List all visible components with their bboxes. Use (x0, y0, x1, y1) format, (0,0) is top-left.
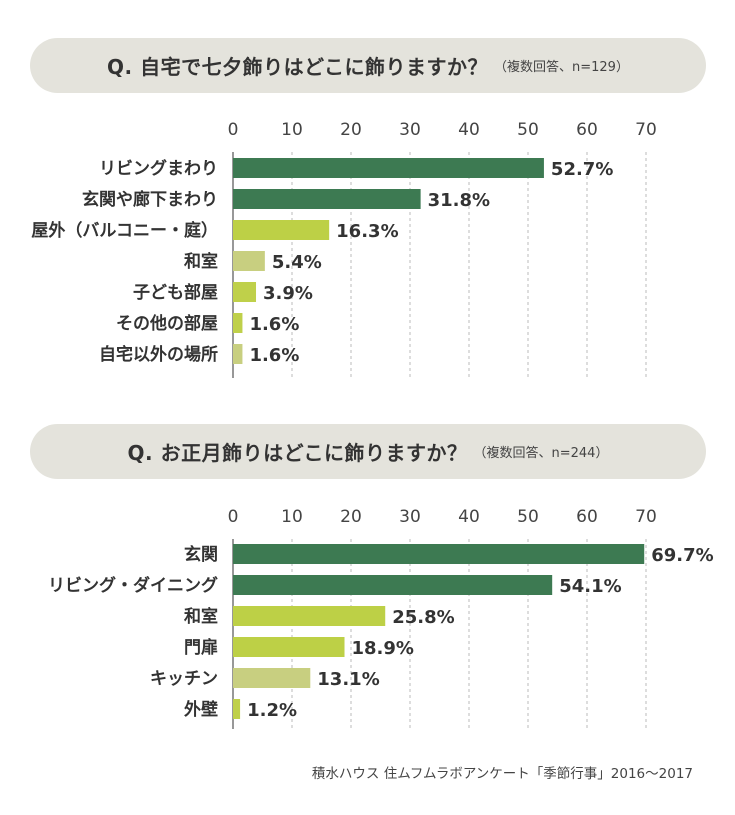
chart2-category-label: 玄関 (184, 544, 218, 565)
chart1-category-label: 自宅以外の場所 (99, 344, 218, 365)
chart2-bar (233, 606, 386, 626)
chart1-xtick-label: 20 (340, 120, 362, 140)
chart2-value-label: 18.9% (352, 638, 414, 659)
chart1-category-label: リビングまわり (99, 158, 218, 179)
chart2-bar (233, 699, 241, 719)
chart2-xtick-label: 70 (635, 507, 657, 527)
chart1-category-label: 屋外（バルコニー・庭） (31, 220, 218, 241)
chart1-value-label: 52.7% (551, 159, 613, 180)
chart2-category-label: 外壁 (184, 699, 218, 720)
chart1-bar (233, 344, 243, 364)
chart1-category-label: その他の部屋 (116, 313, 218, 334)
chart2-value-label: 13.1% (317, 669, 379, 690)
chart1-bar (233, 251, 265, 271)
chart1-value-label: 31.8% (428, 190, 490, 211)
chart2-xtick-label: 10 (281, 507, 303, 527)
chart2-bar (233, 668, 311, 688)
chart1-xtick-label: 60 (576, 120, 598, 140)
chart1-xtick-label: 40 (458, 120, 480, 140)
chart2-category-label: リビング・ダイニング (48, 575, 218, 596)
chart2-xtick-label: 0 (228, 507, 239, 527)
chart1-plot: 0 10 20 30 40 50 60 70 リビングまわり 52.7% 玄関や廊下まわり 31.8%… (31, 120, 657, 378)
chart1-bar (233, 313, 243, 333)
chart1-title: Q. 自宅で七夕飾りはどこに飾りますか？ (107, 55, 488, 79)
chart2-xtick-label: 50 (517, 507, 539, 527)
chart2-bar (233, 544, 645, 564)
chart1-value-label: 5.4% (272, 252, 322, 273)
chart2-value-label: 25.8% (392, 607, 454, 628)
chart2-note: （複数回答、n=244） (473, 446, 609, 461)
chart1-value-label: 16.3% (336, 221, 398, 242)
chart2-xtick-label: 20 (340, 507, 362, 527)
chart1-category-label: 子ども部屋 (133, 282, 218, 303)
chart2-plot: 0 10 20 30 40 50 60 70 玄関 69.7% リビング・ダイニング 54.1% 和室 2… (48, 507, 714, 729)
chart1-xtick-label: 10 (281, 120, 303, 140)
chart1-bar (233, 220, 330, 240)
chart2-value-label: 1.2% (247, 700, 297, 721)
chart1-xtick-label: 0 (228, 120, 239, 140)
chart2-value-label: 69.7% (651, 545, 713, 566)
chart1-xtick-label: 50 (517, 120, 539, 140)
chart2-title-pill: Q. お正月飾りはどこに飾りますか？ （複数回答、n=244） (30, 424, 706, 479)
chart1-bar (233, 282, 257, 302)
chart2-category-label: 門扉 (184, 637, 218, 658)
chart1-value-label: 1.6% (249, 314, 299, 335)
chart1-xtick-label: 30 (399, 120, 421, 140)
chart2-xtick-label: 40 (458, 507, 480, 527)
chart2-xtick-label: 60 (576, 507, 598, 527)
chart1-bar (233, 189, 421, 209)
chart1-bar (233, 158, 544, 178)
chart1-xtick-label: 70 (635, 120, 657, 140)
chart2-xtick-label: 30 (399, 507, 421, 527)
chart1-value-label: 1.6% (249, 345, 299, 366)
chart2-bar (233, 637, 345, 657)
chart1-value-label: 3.9% (263, 283, 313, 304)
chart2-category-label: キッチン (150, 669, 218, 689)
source-credit: 積水ハウス 住ムフムラボアンケート「季節行事」2016〜2017 (311, 766, 693, 782)
chart2-title: Q. お正月飾りはどこに飾りますか？ (127, 441, 468, 465)
chart1-note: （複数回答、n=129） (494, 60, 629, 75)
chart2-value-label: 54.1% (559, 576, 621, 597)
chart1-category-label: 玄関や廊下まわり (82, 189, 218, 210)
chart2-category-label: 和室 (184, 606, 218, 627)
chart1-title-pill: Q. 自宅で七夕飾りはどこに飾りますか？ （複数回答、n=129） (30, 38, 706, 93)
chart2-bar (233, 575, 553, 595)
chart1-category-label: 和室 (184, 251, 218, 272)
